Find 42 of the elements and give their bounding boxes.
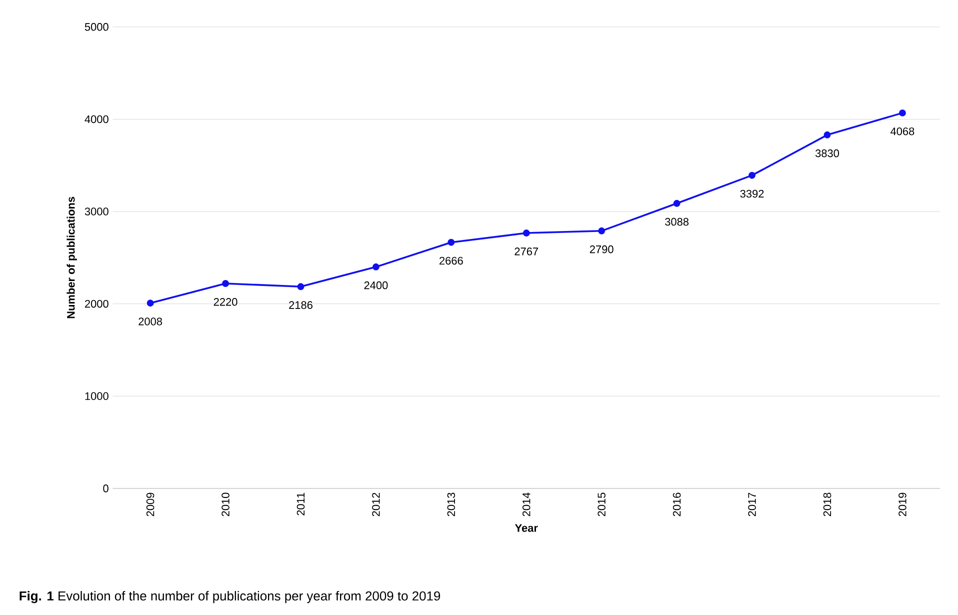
data-label: 3392	[740, 190, 764, 198]
data-label: 2220	[214, 298, 238, 306]
data-label: 3830	[815, 149, 839, 158]
point	[522, 230, 530, 236]
x-tick-label: 2015	[598, 492, 606, 516]
data-label: 4068	[890, 127, 914, 136]
point	[898, 109, 906, 116]
text: Fig. 1 Evolution of the number of publications per year from 2009 to 2019	[20, 591, 440, 604]
y-tick-label: 2000	[85, 300, 108, 308]
point	[146, 300, 154, 307]
y-tick-label: 3000	[84, 208, 108, 216]
y-tick-label: 5000	[84, 23, 108, 31]
y-tick-label: 1000	[85, 392, 108, 400]
data-label: 2666	[440, 256, 463, 265]
data-label: 3088	[665, 218, 689, 226]
x-tick-label: 2019	[898, 492, 906, 516]
x-tick-label: 2013	[447, 492, 456, 516]
y-tick-label: 0	[103, 484, 108, 492]
point	[824, 131, 831, 138]
data-label: 2400	[364, 281, 388, 290]
x-tick-label: 2012	[372, 492, 380, 516]
y-axis-title: Number of publications	[66, 196, 77, 318]
point	[297, 283, 304, 290]
point	[673, 200, 680, 207]
x-tick-label: 2017	[748, 492, 756, 516]
point	[222, 280, 229, 287]
x-tick-label: 2014	[522, 492, 530, 516]
x-axis-title: Year	[514, 524, 538, 532]
x-tick-label: 2010	[222, 492, 230, 516]
data-label: 2008	[138, 318, 162, 326]
x-tick-label: 2009	[146, 492, 154, 516]
data-label: 2767	[514, 248, 538, 256]
x-tick-label: 2016	[672, 492, 681, 516]
data-label: 2186	[289, 301, 312, 309]
point	[372, 263, 380, 270]
y-tick-label: 4000	[84, 115, 108, 124]
x-tick-label: 2011	[296, 492, 305, 516]
point	[448, 238, 455, 246]
point	[598, 227, 606, 234]
x-tick-label: 2018	[823, 492, 832, 516]
point	[748, 172, 756, 179]
data-label: 2790	[590, 245, 614, 254]
